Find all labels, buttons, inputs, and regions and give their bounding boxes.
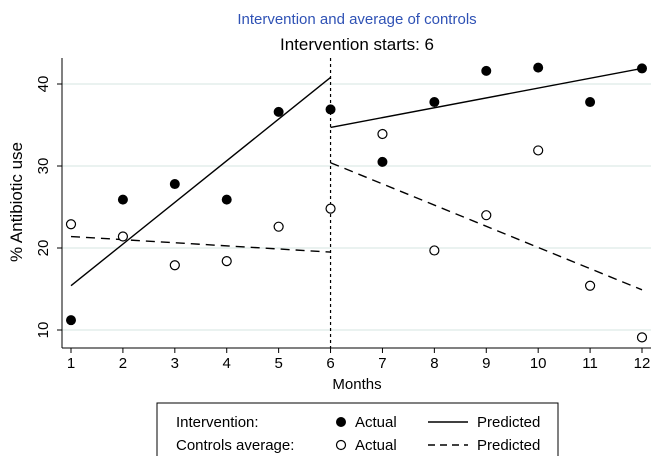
chart-subtitle: Intervention starts: 6 — [280, 35, 434, 54]
intervention-predicted-line — [70, 76, 331, 287]
controls-point — [65, 219, 77, 230]
intervention-point — [533, 62, 544, 73]
legend-filled-marker — [336, 417, 346, 427]
y-tick-label: 40 — [35, 76, 52, 93]
x-tick-label: 7 — [378, 355, 386, 372]
x-tick-label: 3 — [171, 355, 179, 372]
legend-predicted-label-intervention: Predicted — [477, 414, 540, 431]
controls-point — [377, 128, 388, 140]
y-axis-label: % Antibiotic use — [7, 142, 26, 262]
intervention-point — [429, 97, 440, 108]
x-tick-label: 9 — [482, 355, 490, 372]
x-tick-label: 2 — [119, 355, 127, 372]
chart-title: Intervention and average of controls — [237, 11, 476, 28]
intervention-predicted-line — [330, 67, 643, 129]
y-tick-label: 20 — [35, 240, 52, 257]
y-tick-label: 10 — [35, 322, 52, 339]
intervention-point — [325, 104, 336, 115]
legend-actual-label-intervention: Actual — [355, 414, 397, 431]
intervention-point — [221, 194, 232, 205]
x-tick-label: 11 — [582, 355, 598, 372]
controls-point — [429, 245, 440, 256]
legend-box — [156, 402, 559, 456]
x-tick-label: 4 — [223, 355, 231, 372]
controls-point — [169, 260, 180, 271]
intervention-point — [481, 65, 492, 76]
x-axis-label: Months — [332, 376, 381, 393]
controls-predicted-line — [70, 235, 331, 253]
x-tick-label: 6 — [326, 355, 334, 372]
controls-point — [636, 332, 648, 343]
controls-point — [273, 221, 284, 232]
x-tick-label: 12 — [634, 355, 651, 372]
intervention-point — [169, 179, 180, 190]
controls-point — [481, 210, 492, 221]
legend-hollow-marker — [335, 439, 347, 451]
controls-point — [221, 256, 232, 267]
controls-point — [584, 280, 596, 291]
legend-group-label-controls: Controls average: — [176, 437, 294, 454]
intervention-point — [273, 106, 284, 117]
intervention-point — [66, 315, 76, 326]
legend: Intervention: Actual Predicted Controls … — [156, 402, 559, 456]
legend-predicted-label-controls: Predicted — [477, 437, 540, 454]
intervention-point — [637, 63, 647, 74]
intervention-point — [585, 97, 596, 108]
intervention-point — [117, 194, 128, 205]
controls-point — [325, 203, 336, 214]
controls-point — [117, 231, 129, 242]
intervention-point — [377, 156, 388, 167]
x-tick-label: 10 — [530, 355, 547, 372]
x-tick-label: 5 — [274, 355, 282, 372]
controls-predicted-line — [330, 162, 643, 291]
legend-group-label-intervention: Intervention: — [176, 414, 259, 431]
controls-point — [533, 145, 544, 156]
x-tick-label: 8 — [430, 355, 438, 372]
y-tick-label: 30 — [35, 158, 52, 175]
x-tick-label: 1 — [67, 355, 75, 372]
legend-actual-label-controls: Actual — [355, 437, 397, 454]
